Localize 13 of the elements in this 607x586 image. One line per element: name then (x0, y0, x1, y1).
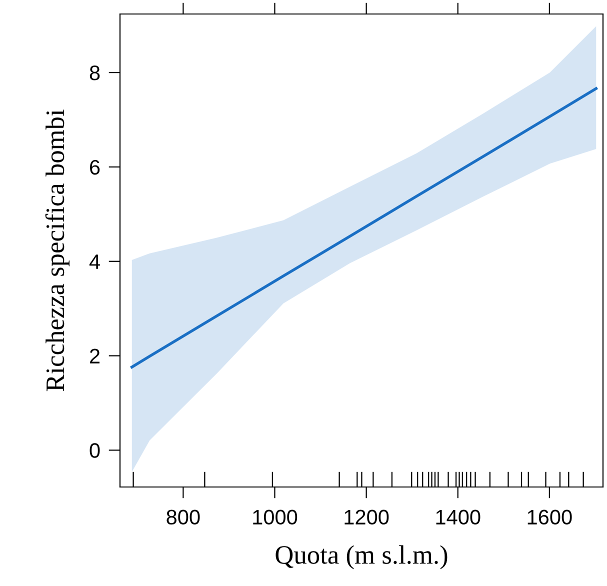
y-tick-label: 2 (90, 348, 100, 364)
x-tick-label: 1000 (253, 510, 298, 525)
y-tick-label: 8 (90, 66, 100, 80)
y-tick-label: 6 (90, 160, 100, 175)
x-tick-label: 1600 (528, 510, 572, 525)
x-axis-title: Quota (m s.l.m.) (276, 545, 448, 570)
x-tick-label: 800 (166, 510, 200, 525)
y-tick-label: 0 (90, 443, 100, 458)
x-tick-label: 1400 (436, 510, 480, 525)
x-tick-label: 1200 (344, 510, 389, 525)
y-axis-title: Ricchezza specifica bombi (45, 110, 70, 392)
y-tick-label: 4 (89, 254, 100, 269)
line-series (130, 87, 598, 368)
